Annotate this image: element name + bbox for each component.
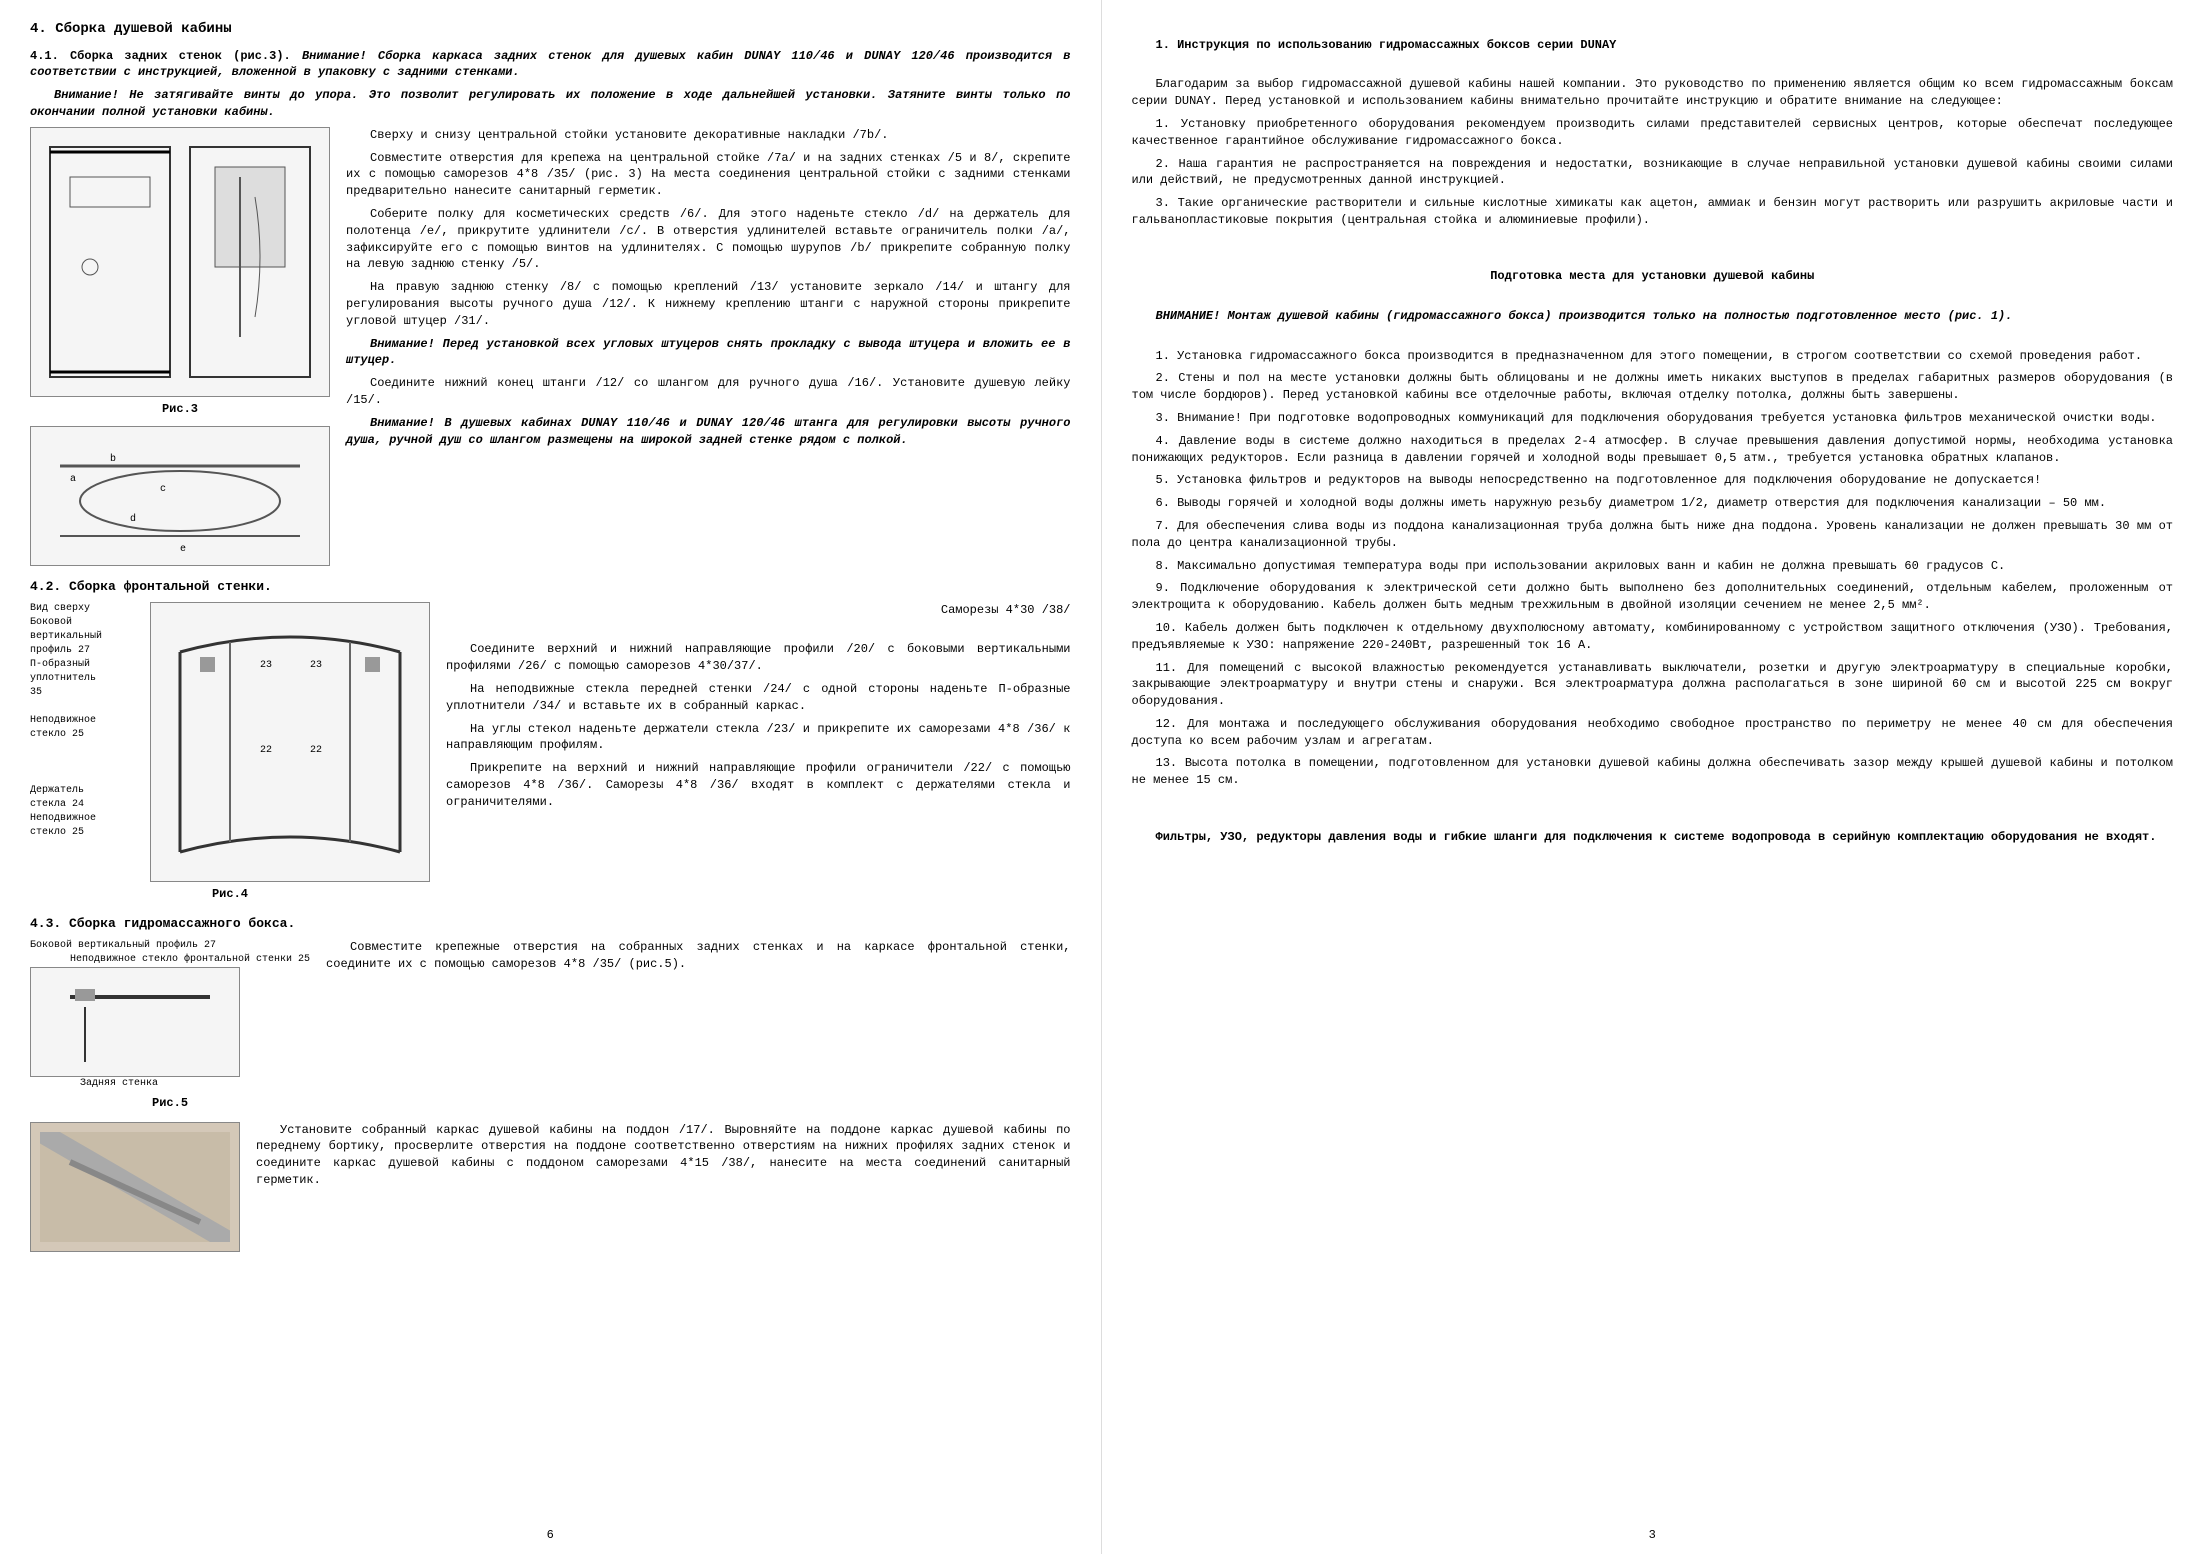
right-p6: 6. Выводы горячей и холодной воды должны… — [1132, 495, 2174, 512]
fig3-caption: Рис.3 — [30, 401, 330, 418]
fig4-label-glass2: Неподвижное стекло 25 — [30, 812, 110, 840]
fig3-diagram-icon — [40, 137, 320, 387]
s41-text: Сверху и снизу центральной стойки устано… — [346, 127, 1071, 566]
right-h1: 1. Инструкция по использованию гидромасс… — [1132, 37, 2174, 54]
s42-text: Саморезы 4*30 /38/ Соедините верхний и н… — [446, 602, 1071, 903]
right-i2: 2. Наша гарантия не распространяется на … — [1132, 156, 2174, 190]
s41-p3: Соберите полку для косметических средств… — [346, 206, 1071, 273]
fig4-caption: Рис.4 — [212, 886, 248, 903]
fig5-lbl3: Задняя стенка — [80, 1077, 310, 1091]
s43-p1: Совместите крепежные отверстия на собран… — [326, 939, 1070, 973]
figure-5 — [30, 967, 240, 1077]
s43-title: 4.3. Сборка гидромассажного бокса. — [30, 915, 1071, 933]
fig5-wrap: Боковой вертикальный профиль 27 Неподвиж… — [30, 939, 310, 1112]
fig4-top-labels: Вид сверху Боковой вертикальный профиль … — [30, 602, 430, 882]
s42-p4: Прикрепите на верхний и нижний направляю… — [446, 760, 1071, 810]
page-number-left: 6 — [547, 1527, 554, 1544]
right-p7: 7. Для обеспечения слива воды из поддона… — [1132, 518, 2174, 552]
svg-text:c: c — [160, 484, 166, 495]
s42-title: 4.2. Сборка фронтальной стенки. — [30, 578, 1071, 596]
s41-p5: Соедините нижний конец штанги /12/ со шл… — [346, 375, 1071, 409]
svg-text:22: 22 — [310, 745, 322, 756]
right-p12: 12. Для монтажа и последующего обслужива… — [1132, 716, 2174, 750]
svg-text:22: 22 — [260, 745, 272, 756]
right-p11: 11. Для помещений с высокой влажностью р… — [1132, 660, 2174, 710]
fig4-label-side: Боковой вертикальный профиль 27 — [30, 616, 110, 658]
fig3-wrap: Рис.3 a b c d e — [30, 127, 330, 566]
right-intro: Благодарим за выбор гидромассажной душев… — [1132, 76, 2174, 110]
install-photo — [30, 1122, 240, 1252]
s41-warn2: Внимание! Не затягивайте винты до упора.… — [30, 87, 1071, 121]
s41-heading: 4.1. Сборка задних стенок (рис.3). Внима… — [30, 48, 1071, 82]
right-p9: 9. Подключение оборудования к электричес… — [1132, 580, 2174, 614]
fig5-lbl2: Неподвижное стекло фронтальной стенки 25 — [70, 953, 310, 967]
s41-warn3: Внимание! Перед установкой всех угловых … — [346, 336, 1071, 370]
s43-p2: Установите собранный каркас душевой каби… — [256, 1122, 1071, 1189]
right-p10: 10. Кабель должен быть подключен к отдел… — [1132, 620, 2174, 654]
photo-row: Установите собранный каркас душевой каби… — [30, 1122, 1071, 1252]
fig5-diagram-icon — [40, 977, 230, 1067]
page-left: 4. Сборка душевой кабины 4.1. Сборка зад… — [0, 0, 1102, 1554]
fig4-wrap: Вид сверху Боковой вертикальный профиль … — [30, 602, 430, 903]
s41-p2: Совместите отверстия для крепежа на цент… — [346, 150, 1071, 200]
s43-text1: Совместите крепежные отверстия на собран… — [326, 939, 1070, 1112]
right-p8: 8. Максимально допустимая температура во… — [1132, 558, 2174, 575]
svg-text:d: d — [130, 513, 136, 525]
right-p2: 2. Стены и пол на месте установки должны… — [1132, 370, 2174, 404]
fig4-label-holder: Держатель стекла 24 — [30, 784, 110, 812]
s43-text2: Установите собранный каркас душевой каби… — [256, 1122, 1071, 1252]
fig4-label-glass: Неподвижное стекло 25 — [30, 714, 110, 742]
s42-toplabel: Саморезы 4*30 /38/ — [446, 602, 1071, 619]
figure-3 — [30, 127, 330, 397]
page-number-right: 3 — [1649, 1527, 1656, 1544]
figure-4: 23 23 22 22 — [150, 602, 430, 882]
figure-3b: a b c d e — [30, 426, 330, 566]
s41-p4: На правую заднюю стенку /8/ с помощью кр… — [346, 279, 1071, 329]
fig4-label-seal: П-образный уплотнитель 35 — [30, 658, 110, 700]
fig5-lbl1: Боковой вертикальный профиль 27 — [30, 939, 310, 953]
fig4-label-top: Вид сверху — [30, 602, 110, 616]
s42-p1: Соедините верхний и нижний направляющие … — [446, 641, 1071, 675]
right-p13: 13. Высота потолка в помещении, подготов… — [1132, 755, 2174, 789]
page-right: 1. Инструкция по использованию гидромасс… — [1102, 0, 2203, 1554]
s41-title: 4.1. Сборка задних стенок (рис.3). — [30, 49, 291, 63]
section4-title: 4. Сборка душевой кабины — [30, 20, 1071, 40]
right-p4: 4. Давление воды в системе должно находи… — [1132, 433, 2174, 467]
svg-text:23: 23 — [260, 660, 272, 671]
right-p1: 1. Установка гидромассажного бокса произ… — [1132, 348, 2174, 365]
s42-p2: На неподвижные стекла передней стенки /2… — [446, 681, 1071, 715]
photo-icon — [40, 1132, 230, 1242]
right-p5: 5. Установка фильтров и редукторов на вы… — [1132, 472, 2174, 489]
s41-warn4: Внимание! В душевых кабинах DUNAY 110/46… — [346, 415, 1071, 449]
fig3b-diagram-icon: a b c d e — [40, 436, 320, 556]
right-footer: Фильтры, УЗО, редукторы давления воды и … — [1132, 829, 2174, 846]
svg-text:b: b — [110, 453, 116, 465]
svg-text:a: a — [70, 474, 76, 485]
fig5-caption: Рис.5 — [30, 1095, 310, 1112]
s41-p1: Сверху и снизу центральной стойки устано… — [346, 127, 1071, 144]
prep-title: Подготовка места для установки душевой к… — [1132, 268, 2174, 285]
fig5-row: Боковой вертикальный профиль 27 Неподвиж… — [30, 939, 1071, 1112]
fig4-diagram-icon: 23 23 22 22 — [160, 612, 420, 872]
right-i3: 3. Такие органические растворители и сил… — [1132, 195, 2174, 229]
fig4-row: Вид сверху Боковой вертикальный профиль … — [30, 602, 1071, 903]
fig3-row: Рис.3 a b c d e Сверху и снизу центральн… — [30, 127, 1071, 566]
svg-text:e: e — [180, 544, 186, 555]
s42-p3: На углы стекол наденьте держатели стекла… — [446, 721, 1071, 755]
prep-warn: ВНИМАНИЕ! Монтаж душевой кабины (гидрома… — [1132, 308, 2174, 325]
right-i1: 1. Установку приобретенного оборудования… — [1132, 116, 2174, 150]
svg-text:23: 23 — [310, 660, 322, 671]
right-p3: 3. Внимание! При подготовке водопроводны… — [1132, 410, 2174, 427]
